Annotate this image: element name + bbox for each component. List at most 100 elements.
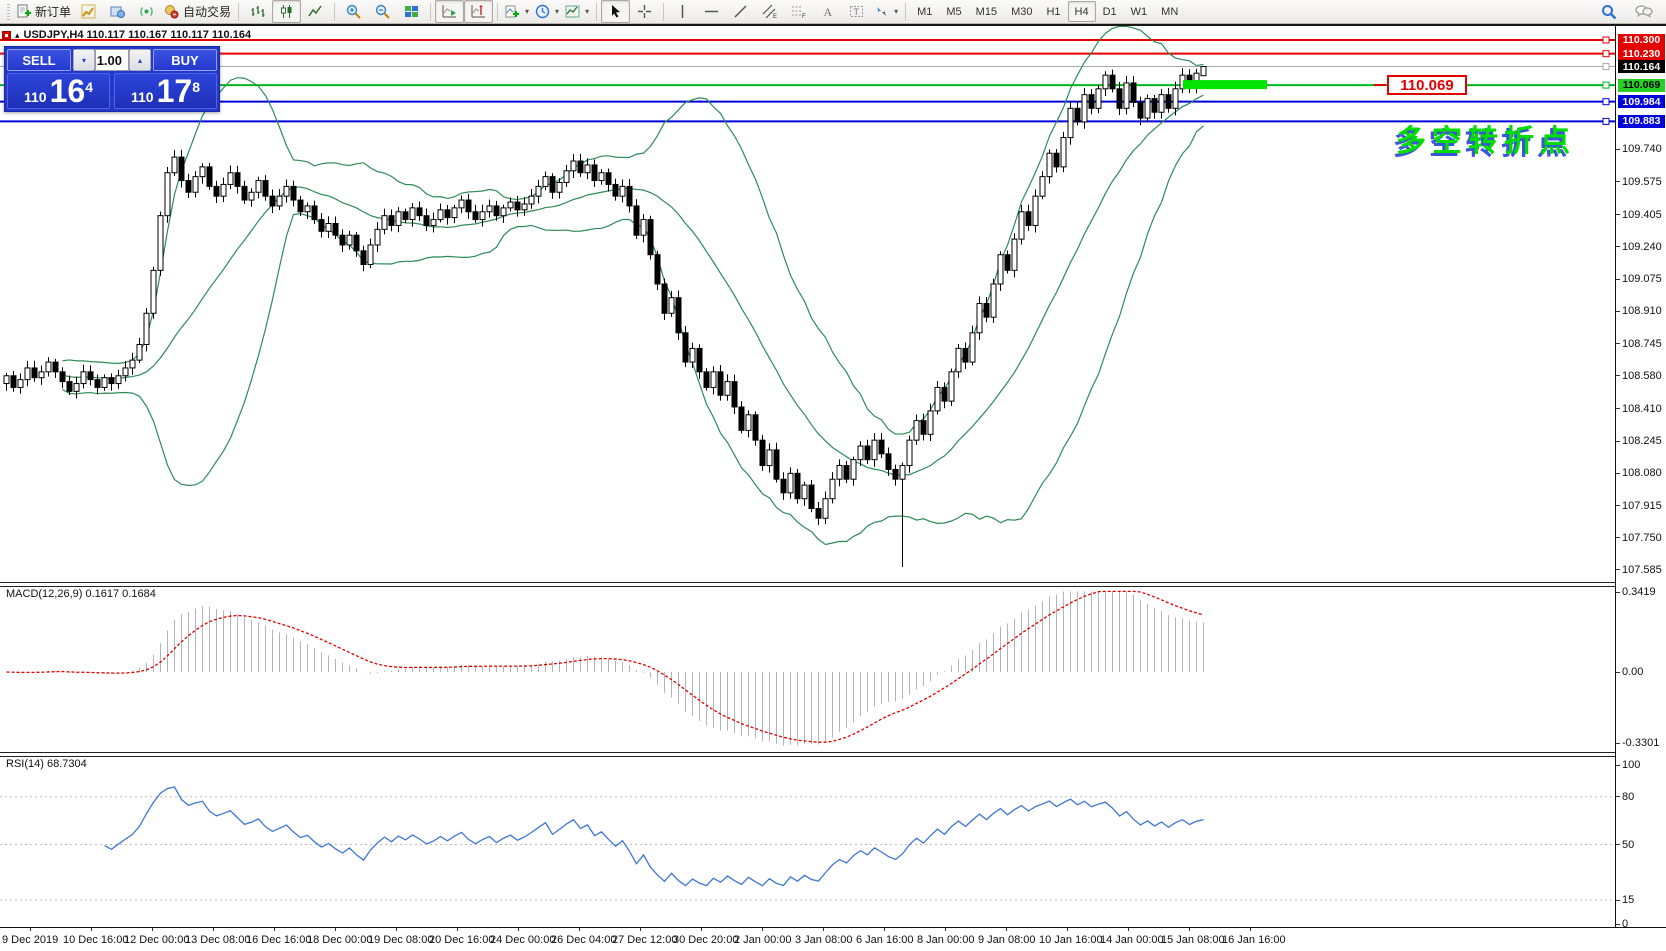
time-label: 9 Dec 2019 <box>2 934 59 946</box>
main-chart[interactable] <box>0 26 1615 582</box>
tab-timeframe-h1[interactable]: H1 <box>1046 5 1061 18</box>
time-label: 9 Jan 08:00 <box>978 934 1036 946</box>
time-label: 8 Jan 00:00 <box>917 934 975 946</box>
time-tick-mark <box>579 928 580 931</box>
profiles-button[interactable] <box>103 0 132 23</box>
tick-label: 108.580 <box>1622 369 1662 382</box>
price-axis[interactable]: 109.740 109.575 109.405 109.240 109.075 108.9… <box>1615 26 1666 930</box>
panel-collapse-icon[interactable]: ▴ <box>15 29 20 40</box>
svg-text:A: A <box>824 5 833 19</box>
tab-timeframe-m1[interactable]: M1 <box>917 5 933 18</box>
text-label-icon: T <box>850 6 864 17</box>
equidistant-channel-button[interactable]: E <box>755 0 784 23</box>
zoom-in-button[interactable] <box>339 0 368 23</box>
time-tick-mark <box>274 928 275 931</box>
time-label: 10 Dec 16:00 <box>63 934 129 946</box>
tile-windows-button[interactable] <box>397 0 426 23</box>
text-button[interactable]: A <box>813 0 842 23</box>
templates-button[interactable]: ▾ <box>562 0 592 23</box>
time-label: 24 Dec 00:00 <box>490 934 556 946</box>
periods-button[interactable]: ▾ <box>532 0 562 23</box>
tick-label: 108.910 <box>1622 305 1662 318</box>
svg-text:F: F <box>802 14 806 19</box>
toolbar-separator <box>663 2 665 21</box>
vertical-line-button[interactable] <box>668 0 697 23</box>
volume-decrease-button[interactable]: ▾ <box>73 49 95 71</box>
time-label: 19 Dec 08:00 <box>368 934 434 946</box>
toolbar-separator <box>430 2 432 21</box>
tab-timeframe-mn[interactable]: MN <box>1161 5 1179 18</box>
dropdown-arrow-icon: ▾ <box>525 7 530 16</box>
time-tick-mark <box>1189 928 1190 931</box>
tab-timeframe-h4[interactable]: H4 <box>1067 1 1096 22</box>
volume-increase-button[interactable]: ▴ <box>129 49 151 71</box>
trendline-button[interactable] <box>726 0 755 23</box>
time-axis[interactable]: 9 Dec 2019 10 Dec 16:00 12 Dec 00:00 13 Dec… <box>0 927 1666 951</box>
macd-label: MACD(12,26,9) 0.1617 0.1684 <box>6 588 156 600</box>
chat-button[interactable] <box>1629 0 1658 23</box>
autotrading-button[interactable]: 自动交易 <box>161 0 234 23</box>
tile-windows-icon <box>405 6 419 17</box>
time-tick-mark <box>457 928 458 931</box>
fibonacci-button[interactable]: F <box>784 0 813 23</box>
buy-button[interactable]: BUY <box>153 49 217 71</box>
rsi-axis-label: 15 <box>1616 894 1634 906</box>
macd-pane[interactable] <box>0 585 1615 752</box>
zoom-out-button[interactable] <box>368 0 397 23</box>
highlight-zone <box>1183 80 1267 90</box>
tab-timeframe-m30[interactable]: M30 <box>1011 5 1033 18</box>
autotrading-label: 自动交易 <box>183 5 232 19</box>
price-tick: 107.585 <box>1616 564 1662 576</box>
line-chart-button[interactable] <box>301 0 330 23</box>
price-callout-box[interactable]: 110.069 <box>1387 75 1467 95</box>
svg-text:T: T <box>854 7 860 17</box>
tick-mark <box>1616 796 1620 798</box>
sell-price[interactable]: 110 16 4 <box>7 73 110 109</box>
cn-annotation-text[interactable]: 多空转折点 <box>1396 125 1576 158</box>
tick-label: 50 <box>1622 838 1635 851</box>
chart-shift-icon <box>471 5 486 18</box>
search-button[interactable] <box>1594 0 1623 23</box>
tick-mark <box>1616 591 1620 593</box>
tick-label: 108.080 <box>1622 467 1662 480</box>
pane-separator[interactable] <box>0 582 1666 587</box>
time-label: 2 Jan 00:00 <box>734 934 792 946</box>
tick-mark <box>1616 246 1620 248</box>
tick-label: -0.3301 <box>1622 737 1660 749</box>
candlestick-chart-button[interactable] <box>272 0 302 23</box>
candlestick-chart-icon <box>281 5 292 18</box>
time-label: 6 Jan 16:00 <box>856 934 914 946</box>
price-level-badge: 110.300 <box>1618 33 1665 47</box>
new-order-button[interactable]: 新订单 <box>13 0 74 23</box>
charts-button[interactable] <box>74 0 103 23</box>
horizontal-line-button[interactable] <box>697 0 726 23</box>
time-tick-mark <box>1067 928 1068 931</box>
tick-mark <box>1616 472 1620 474</box>
time-tick-mark <box>1006 928 1007 931</box>
arrow-objects-button[interactable]: ▾ <box>871 0 901 23</box>
buy-price[interactable]: 110 17 8 <box>114 73 217 109</box>
one-click-marker-icon[interactable] <box>2 30 11 40</box>
signals-button[interactable] <box>132 0 161 23</box>
auto-scroll-button[interactable] <box>435 0 465 23</box>
add-indicator-button[interactable]: ▾ <box>502 0 532 23</box>
sell-price-figure: 110 <box>24 89 47 105</box>
time-label: 14 Jan 00:00 <box>1100 934 1164 946</box>
bar-chart-button[interactable] <box>243 0 272 23</box>
crosshair-button[interactable] <box>630 0 659 23</box>
tab-timeframe-w1[interactable]: W1 <box>1130 5 1148 18</box>
tab-timeframe-d1[interactable]: D1 <box>1102 5 1117 18</box>
sell-button[interactable]: SELL <box>7 49 71 71</box>
text-label-button[interactable]: T <box>842 0 871 23</box>
pane-separator[interactable] <box>0 752 1666 757</box>
cursor-button[interactable] <box>601 0 631 23</box>
tab-timeframe-m15[interactable]: M15 <box>975 5 998 18</box>
price-tick: 109.240 <box>1616 241 1662 253</box>
chat-icon <box>1634 4 1653 18</box>
volume-input[interactable]: 1.00 <box>95 49 129 71</box>
time-tick-mark <box>640 928 641 931</box>
rsi-pane[interactable] <box>0 755 1615 927</box>
chart-shift-button[interactable] <box>464 0 494 23</box>
rsi-axis-label: 80 <box>1616 791 1634 803</box>
tab-timeframe-m5[interactable]: M5 <box>946 5 962 18</box>
